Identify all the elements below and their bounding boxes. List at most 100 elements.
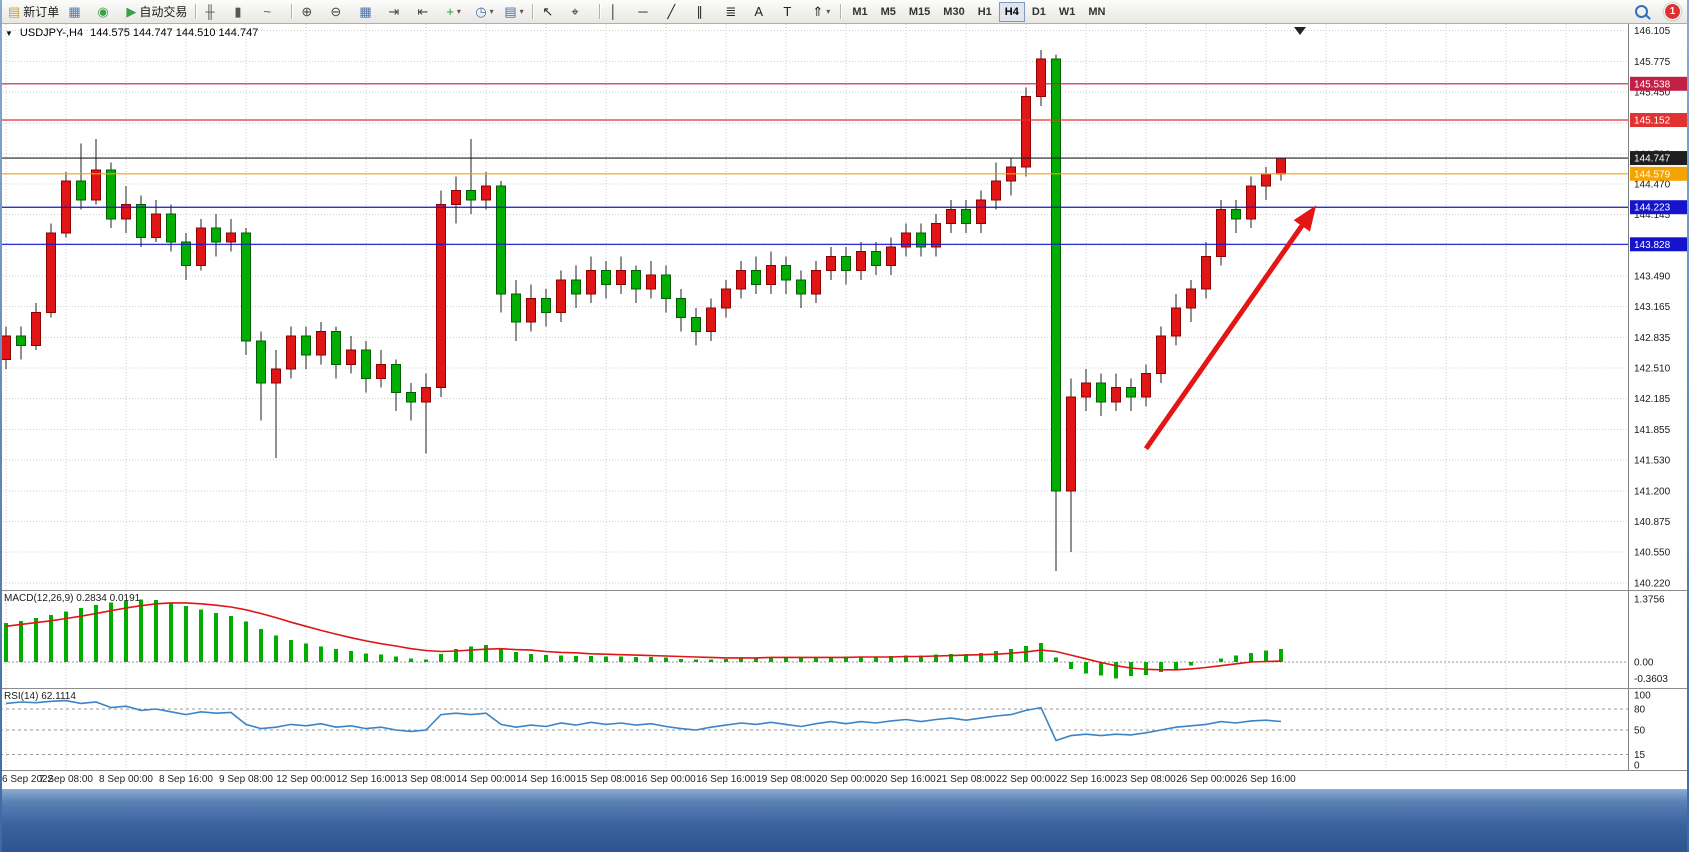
auto-scroll-button[interactable]: ⇥ bbox=[384, 1, 412, 23]
candle-bull bbox=[616, 269, 626, 285]
bar-chart-button[interactable]: ╫ bbox=[201, 1, 229, 23]
new-order-button-label: 新订单 bbox=[23, 5, 60, 19]
time-axis-label: 16 Sep 00:00 bbox=[636, 774, 696, 785]
candle-bear bbox=[181, 241, 191, 267]
templates-button[interactable]: ▤ ▾ bbox=[500, 1, 528, 23]
charts-button[interactable]: ▦ bbox=[64, 1, 92, 23]
zoom-out-button[interactable]: ⊖ bbox=[326, 1, 354, 23]
candle-bear bbox=[301, 335, 311, 356]
time-axis[interactable]: 6 Sep 2022 7 Sep 08:00 8 Sep 00:00 8 Sep 16… bbox=[0, 770, 1689, 789]
candle-bull bbox=[271, 368, 281, 384]
candle-bull bbox=[811, 269, 821, 295]
macd-signal-line bbox=[5, 602, 1282, 671]
axis-label: 1.3756 bbox=[1634, 594, 1665, 605]
candle-bear bbox=[331, 330, 341, 365]
toolbar: ▤ 新订单 ▦ ◉ ▶ 自动交易 ╫ ▮ ~ ⊕ ⊖ ▦ ⇥ ⇤ + ▾ ◷ ▾ ▤ ▾ ↖ ⌖ │ ─ ╱ ∥ ≣ A T ⇑ ▾ M1 M5… bbox=[0, 0, 1689, 24]
timeframe-m5[interactable]: M5 bbox=[880, 5, 896, 18]
line-chart-button[interactable]: ~ bbox=[259, 1, 287, 23]
timeframe-m30[interactable]: M30 bbox=[943, 5, 965, 18]
price-tag bbox=[1630, 113, 1687, 128]
notification-badge[interactable]: 1 bbox=[1664, 3, 1681, 20]
macd-panel: 1.3756 0.00 -0.3603 MACD(12,26,9) 0.2834 0… bbox=[0, 590, 1689, 689]
rsi-canvas[interactable]: 100 80 50 150 bbox=[0, 689, 1689, 771]
cursor-button[interactable]: ↖ bbox=[538, 1, 566, 23]
candle-bear bbox=[691, 316, 701, 332]
chart-shift-icon: ⇤ bbox=[417, 4, 429, 19]
trendline-icon: ╱ bbox=[667, 4, 676, 19]
toolbar-separator bbox=[599, 4, 602, 19]
candlestick-chart-button[interactable]: ▮ bbox=[230, 1, 258, 23]
timeframe-d1[interactable]: D1 bbox=[1031, 5, 1046, 18]
tile-windows-button[interactable]: ▦ bbox=[355, 1, 383, 23]
price-tag-label: 145.538 bbox=[1634, 79, 1671, 90]
macd-label: MACD(12,26,9) 0.2834 0.0191 bbox=[4, 593, 141, 604]
candle-bull bbox=[451, 190, 461, 206]
candle-bear bbox=[361, 349, 371, 379]
candle-bear bbox=[241, 232, 251, 342]
axis-label: 144.470 bbox=[1634, 180, 1671, 191]
clock-icon: ◷ bbox=[475, 4, 487, 19]
candle-bull bbox=[1261, 173, 1271, 187]
timeframe-m1[interactable]: M1 bbox=[852, 5, 868, 18]
crosshair-button[interactable]: ⌖ bbox=[567, 1, 595, 23]
axis-label: 143.165 bbox=[1634, 302, 1671, 313]
chart-shift-marker[interactable] bbox=[1294, 27, 1306, 35]
price-tag bbox=[1630, 237, 1687, 252]
crosshair-icon: ⌖ bbox=[571, 4, 579, 19]
chevron-down-icon: ▾ bbox=[826, 7, 831, 16]
candle-bear bbox=[511, 293, 521, 323]
candle-bull bbox=[436, 204, 446, 389]
axis-label: 142.510 bbox=[1634, 364, 1671, 375]
candlestick-chart-icon: ▮ bbox=[234, 4, 242, 19]
candle-bull bbox=[286, 335, 296, 370]
price-grid bbox=[0, 24, 1628, 590]
time-axis-label: 14 Sep 16:00 bbox=[516, 774, 576, 785]
periods-button[interactable]: ◷ ▾ bbox=[471, 1, 499, 23]
chart-title: ▼ USDJPY-,H4 144.575 144.747 144.510 144… bbox=[5, 27, 258, 39]
axis-label: 0 bbox=[1634, 761, 1640, 772]
vertical-line-button[interactable]: │ bbox=[605, 1, 633, 23]
price-chart-canvas[interactable]: 146.105145.775145.450145.120144.790144.4… bbox=[0, 24, 1689, 590]
axis-label: 143.490 bbox=[1634, 272, 1671, 283]
axis-label: 144.145 bbox=[1634, 210, 1671, 221]
text-label-button[interactable]: T bbox=[779, 1, 807, 23]
candle-bull bbox=[736, 269, 746, 290]
search-button[interactable] bbox=[1631, 1, 1659, 23]
candle-bull bbox=[856, 251, 866, 271]
candle-bear bbox=[76, 180, 86, 201]
axis-label: 141.200 bbox=[1634, 486, 1671, 497]
trend-arrow-annotation[interactable] bbox=[1143, 205, 1317, 451]
arrows-button[interactable]: ⇑ ▾ bbox=[808, 1, 836, 23]
auto-trading-button[interactable]: ▶ 自动交易 bbox=[122, 1, 191, 23]
price-tag-label: 144.747 bbox=[1634, 154, 1671, 165]
timeframe-w1[interactable]: W1 bbox=[1058, 5, 1076, 18]
timeframe-m15[interactable]: M15 bbox=[908, 5, 931, 18]
timeframe-h4[interactable]: H4 bbox=[998, 1, 1025, 22]
candle-bear bbox=[961, 208, 971, 224]
zoom-in-button[interactable]: ⊕ bbox=[297, 1, 325, 23]
macd-canvas[interactable]: 1.3756 0.00 -0.3603 bbox=[0, 591, 1689, 689]
text-button[interactable]: A bbox=[750, 1, 778, 23]
channel-button[interactable]: ∥ bbox=[692, 1, 720, 23]
candle-bull bbox=[706, 307, 716, 332]
price-chart-panel: 146.105145.775145.450145.120144.790144.4… bbox=[0, 24, 1689, 590]
time-axis-label: 12 Sep 16:00 bbox=[336, 774, 396, 785]
chart-menu-icon[interactable]: ▼ bbox=[5, 28, 13, 38]
new-order-button[interactable]: ▤ 新订单 bbox=[4, 1, 63, 23]
timeframe-h1[interactable]: H1 bbox=[977, 5, 992, 18]
price-tag bbox=[1630, 151, 1687, 166]
timeframe-mn[interactable]: MN bbox=[1088, 5, 1106, 18]
auto-trading-button-label: 自动交易 bbox=[139, 5, 188, 19]
horizontal-line-button[interactable]: ─ bbox=[634, 1, 662, 23]
chart-shift-button[interactable]: ⇤ bbox=[413, 1, 441, 23]
candle-bear bbox=[256, 340, 266, 384]
candle-bull bbox=[226, 232, 236, 243]
toolbar-separator bbox=[840, 4, 843, 19]
fibonacci-button[interactable]: ≣ bbox=[721, 1, 749, 23]
indicators-button[interactable]: + ▾ bbox=[442, 1, 470, 23]
trendline-button[interactable]: ╱ bbox=[663, 1, 691, 23]
time-axis-label: 20 Sep 00:00 bbox=[816, 774, 876, 785]
profiles-button[interactable]: ◉ bbox=[93, 1, 121, 23]
candle-bear bbox=[1096, 382, 1106, 403]
price-tag bbox=[1630, 166, 1687, 181]
